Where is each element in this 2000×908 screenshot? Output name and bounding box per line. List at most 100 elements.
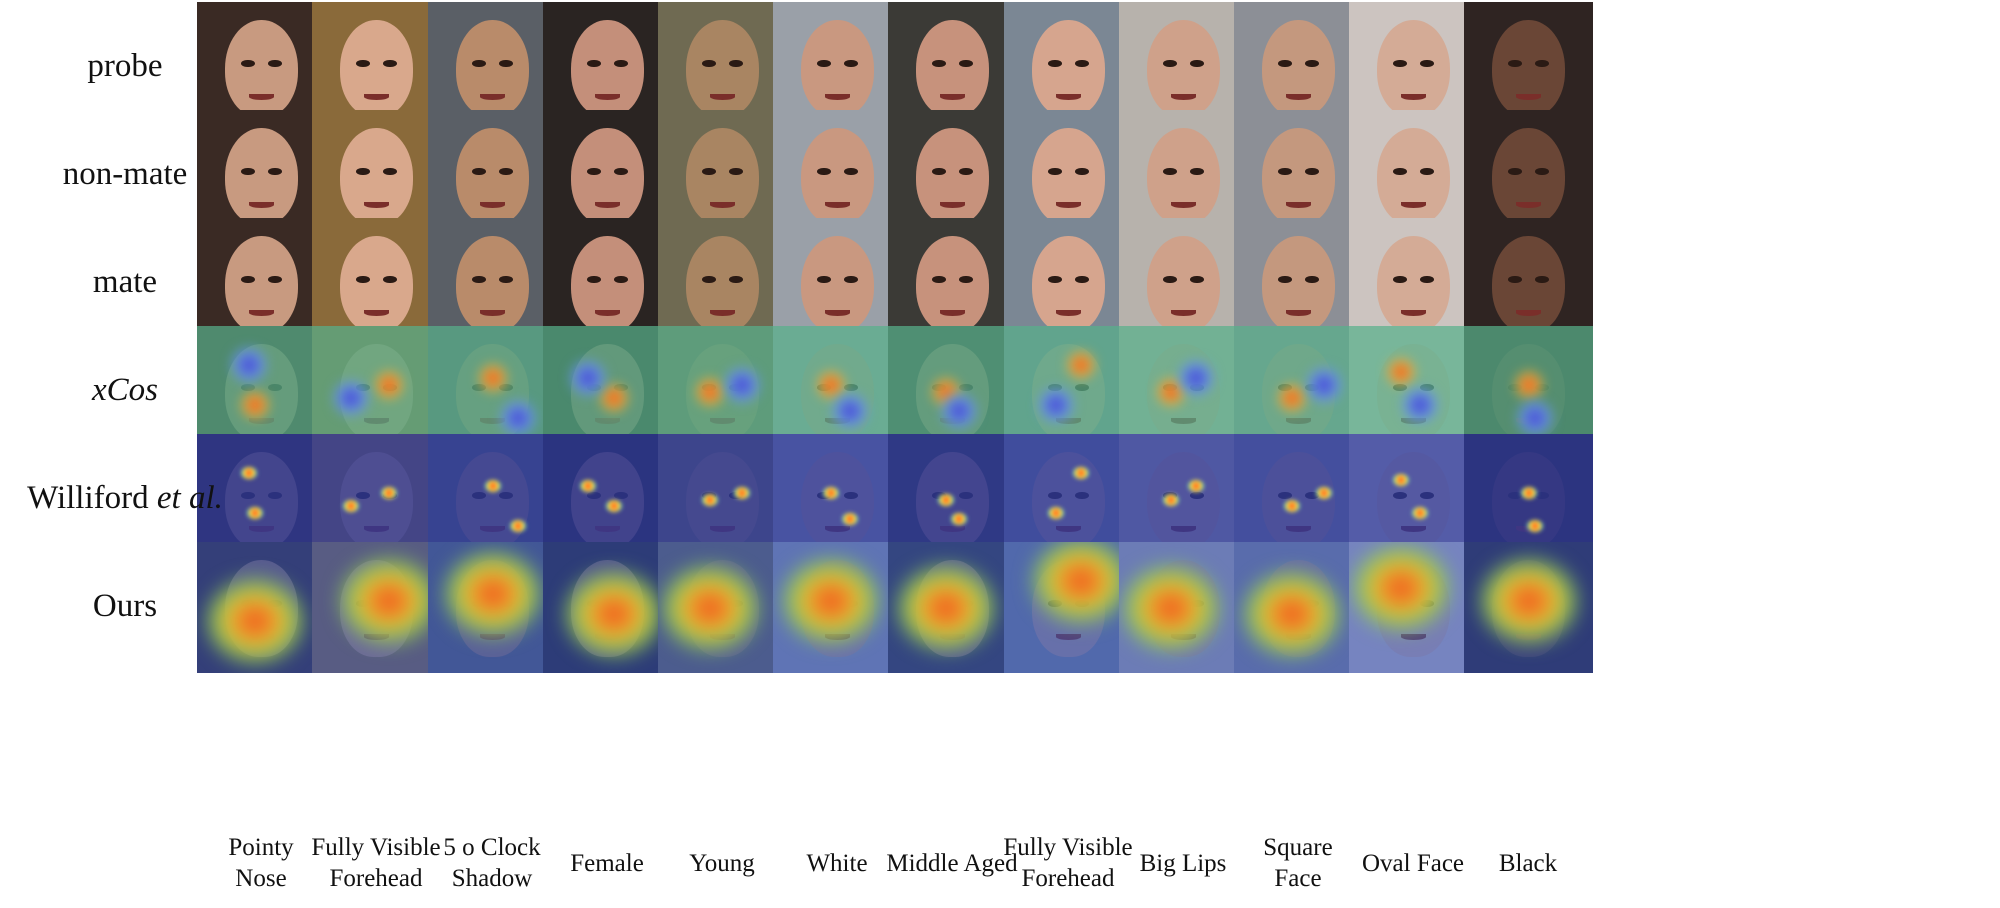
heat-blob: [941, 394, 976, 429]
mouth: [1400, 93, 1427, 101]
column-label-line2: Nose: [235, 865, 287, 892]
left-eye: [1392, 59, 1408, 68]
heat-blob: [1387, 358, 1414, 385]
left-eye: [701, 167, 717, 176]
right-eye: [613, 59, 629, 68]
mouth: [709, 309, 736, 317]
face-cell-ours: [428, 542, 557, 673]
row-label-ours: Ours: [0, 588, 250, 624]
face-oval: [1492, 128, 1565, 226]
right-eye: [728, 167, 744, 176]
left-eye: [240, 275, 256, 284]
column-label-line1: 5 o Clock: [443, 834, 541, 861]
right-eye: [1304, 275, 1320, 284]
column-label: Big Lips: [1113, 848, 1253, 879]
column-label-line1: Fully Visible: [311, 834, 441, 861]
left-eye: [355, 275, 371, 284]
mouth: [363, 93, 390, 101]
heat-blob: [701, 493, 718, 506]
row-label-text: non-mate: [62, 156, 188, 192]
face-oval: [1262, 236, 1335, 334]
left-eye: [816, 167, 832, 176]
heat-blob: [501, 400, 536, 435]
heat-blob: [1392, 473, 1409, 486]
right-eye: [1074, 167, 1090, 176]
face-oval: [340, 236, 413, 334]
left-eye: [1047, 275, 1063, 284]
face-oval: [1147, 128, 1220, 226]
row-label-non-mate: non-mate: [0, 156, 250, 192]
heat-blob: [1073, 467, 1090, 480]
row-label-text: probe: [87, 48, 163, 84]
heat-blob: [510, 519, 527, 532]
heat-blob: [1316, 486, 1333, 499]
heat-blob: [333, 381, 368, 416]
face-oval: [1147, 236, 1220, 334]
mouth: [248, 201, 275, 209]
heat-blob: [1402, 387, 1437, 422]
face-oval: [801, 236, 874, 334]
face-oval: [916, 20, 989, 118]
right-eye: [728, 275, 744, 284]
right-eye: [843, 167, 859, 176]
figure-grid: [197, 2, 1593, 673]
right-eye: [498, 167, 514, 176]
left-eye: [1277, 167, 1293, 176]
row-label-mate: mate: [0, 264, 250, 300]
left-eye: [1392, 275, 1408, 284]
column-label-line1: Female: [570, 850, 644, 877]
heat-blob: [1520, 486, 1537, 499]
column-label-line1: Black: [1498, 850, 1558, 877]
right-eye: [498, 275, 514, 284]
mouth: [824, 309, 851, 317]
mouth: [709, 201, 736, 209]
left-eye: [701, 275, 717, 284]
left-eye: [355, 167, 371, 176]
left-eye: [240, 59, 256, 68]
face-oval: [571, 236, 644, 334]
left-eye: [471, 59, 487, 68]
mouth: [363, 201, 390, 209]
right-eye: [728, 59, 744, 68]
mouth: [1055, 93, 1082, 101]
mouth: [1400, 309, 1427, 317]
face-cell-ours: [658, 542, 787, 673]
mouth: [594, 201, 621, 209]
face-oval: [916, 128, 989, 226]
mouth: [479, 201, 506, 209]
column-label-line2: Forehead: [1021, 865, 1115, 892]
heat-blob: [724, 367, 759, 402]
column-label: Young: [652, 848, 792, 879]
heat-blob: [1515, 371, 1542, 398]
face-oval: [340, 128, 413, 226]
face-oval: [225, 20, 298, 118]
heat-blob: [1352, 545, 1449, 630]
face-oval: [686, 20, 759, 118]
right-eye: [613, 275, 629, 284]
mouth: [939, 309, 966, 317]
heat-blob: [571, 361, 606, 396]
left-eye: [586, 275, 602, 284]
heat-blob: [1157, 378, 1184, 405]
column-label: Fully Visible Forehead: [998, 832, 1138, 894]
right-eye: [1534, 59, 1550, 68]
heat-blob: [1517, 400, 1552, 435]
mouth: [248, 93, 275, 101]
column-label-line1: Oval Face: [1361, 850, 1465, 877]
face-cell-williford: [312, 434, 441, 565]
heat-blob: [605, 500, 622, 513]
left-eye: [240, 167, 256, 176]
right-eye: [498, 59, 514, 68]
face-cell-ours: [1464, 542, 1593, 673]
heat-blob: [733, 486, 750, 499]
mouth: [939, 201, 966, 209]
face-oval: [916, 236, 989, 334]
mouth: [1515, 93, 1542, 101]
row-label-text: Ours: [92, 588, 158, 624]
heat-blob: [1284, 500, 1301, 513]
mouth: [939, 93, 966, 101]
right-eye: [1419, 167, 1435, 176]
row-label-probe: probe: [0, 48, 250, 84]
heat-blob: [479, 365, 506, 392]
column-label: 5 o Clock Shadow: [422, 832, 562, 894]
